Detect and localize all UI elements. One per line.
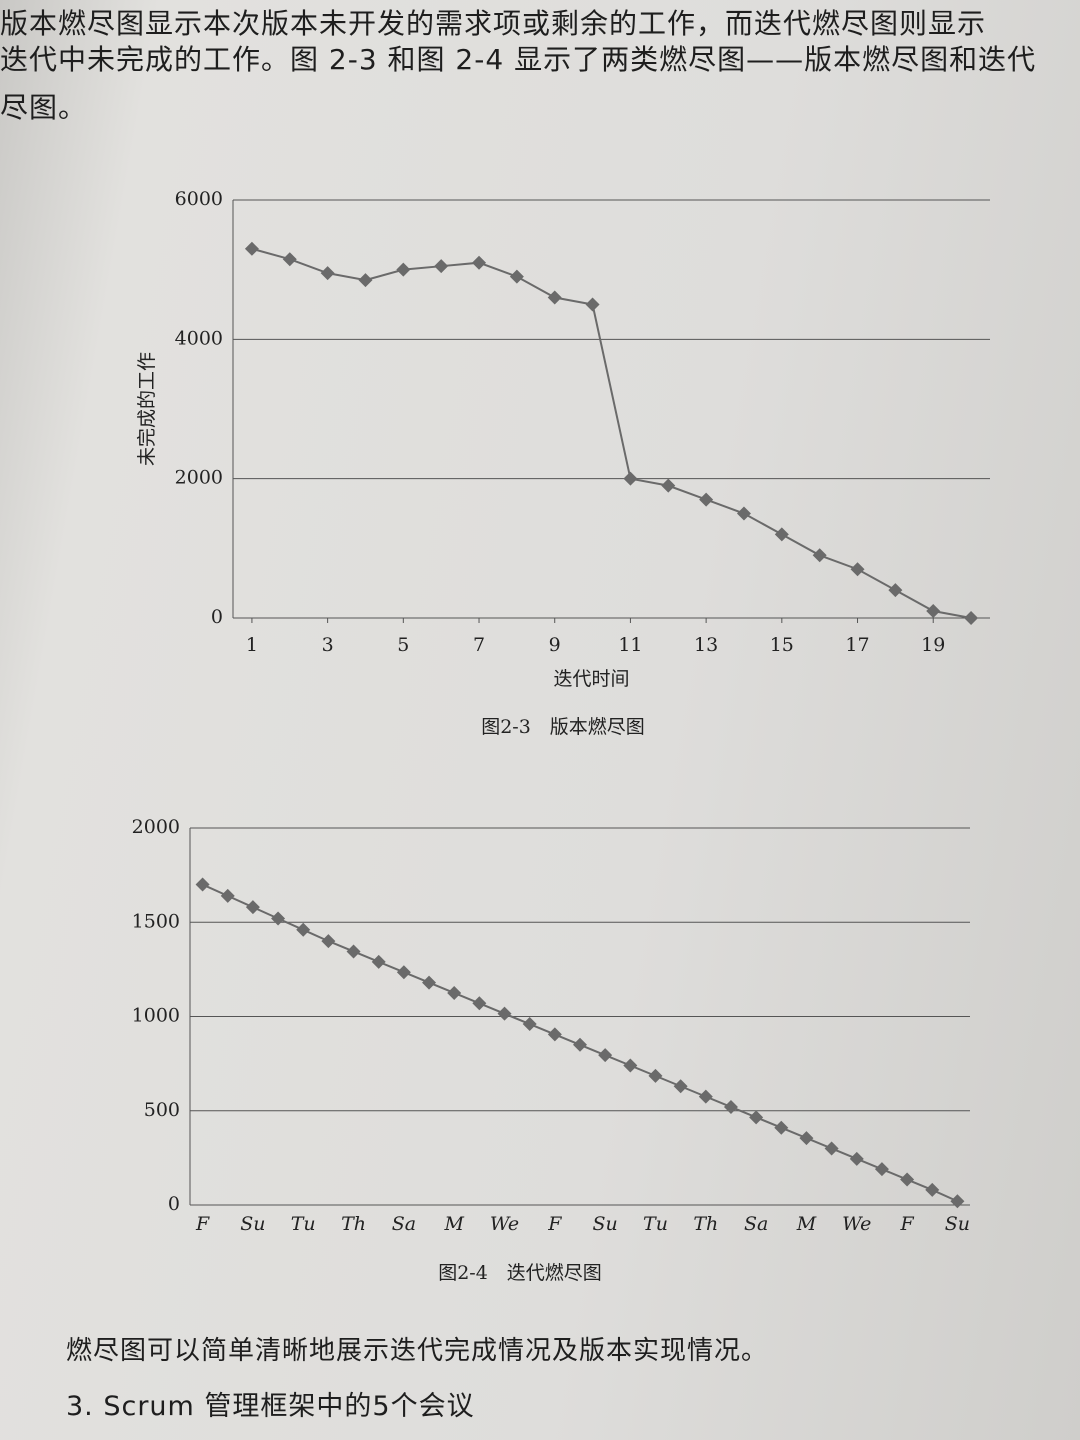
data-point [648,1068,663,1083]
data-point [799,1131,814,1146]
data-line [251,247,972,619]
paragraph-line: 尽图。 [0,91,88,124]
data-point [195,877,210,892]
data-point [447,985,462,1000]
data-point [774,1120,789,1135]
data-point [509,269,524,284]
x-tick-label: F [547,1213,562,1235]
x-axis-label: 迭代时间 [553,668,629,690]
data-point [472,255,487,270]
data-point [358,273,373,288]
x-tick-label: Th [693,1213,718,1235]
y-tick-label: 0 [211,606,223,628]
data-point [824,1141,839,1156]
x-tick-label: M [796,1213,817,1235]
y-tick-label: 1500 [132,910,180,932]
y-tick-label: 6000 [175,188,223,210]
x-tick-label: Tu [291,1213,316,1235]
data-point [736,506,751,521]
x-tick-label: 17 [845,634,869,656]
data-point [282,252,297,267]
x-tick-label: 11 [618,634,642,656]
x-tick-label: F [900,1213,915,1235]
x-tick-label: Sa [392,1213,416,1235]
y-tick-label: 4000 [175,327,223,349]
data-point [585,297,600,312]
data-point [320,266,335,281]
chart-caption: 图2-4 迭代燃尽图 [438,1262,602,1284]
paragraph-line: 迭代中未完成的工作。图 2-3 和图 2-4 显示了两类燃尽图——版本燃尽图和迭… [0,43,1037,76]
data-point [472,996,487,1011]
section-heading: 3. Scrum 管理框架中的5个会议 [66,1391,475,1422]
y-tick-label: 500 [144,1099,180,1121]
x-tick-label: 15 [770,634,794,656]
data-point [396,965,411,980]
data-point [888,583,903,598]
data-point [925,1182,940,1197]
x-tick-label: We [490,1213,519,1235]
paragraph-line: 版本燃尽图显示本次版本未开发的需求项或剩余的工作，而迭代燃尽图则显示 [0,7,987,40]
data-point [699,492,714,507]
data-point [623,1058,638,1073]
x-tick-label: 1 [246,634,258,656]
paragraph-line: 燃尽图可以简单清晰地展示迭代完成情况及版本实现情况。 [66,1336,769,1366]
data-point [598,1048,613,1063]
x-tick-label: 13 [694,634,718,656]
data-point [673,1079,688,1094]
data-point [220,888,235,903]
x-tick-label: Th [341,1213,366,1235]
data-point [950,1194,965,1209]
data-point [346,944,361,959]
x-tick-label: 3 [322,634,334,656]
x-tick-label: Su [945,1213,970,1235]
data-point [723,1099,738,1114]
x-tick-label: F [195,1213,210,1235]
data-point [698,1089,713,1104]
y-tick-label: 0 [168,1193,180,1215]
data-point [422,975,437,990]
data-point [926,604,941,619]
data-point [244,241,259,256]
x-tick-label: Tu [643,1213,668,1235]
data-point [296,922,311,937]
data-point [547,290,562,305]
data-point [434,259,449,274]
data-point [271,911,286,926]
chart-caption: 图2-3 版本燃尽图 [481,716,645,738]
y-tick-label: 1000 [132,1005,180,1027]
y-tick-label: 2000 [175,467,223,489]
data-point [850,562,865,577]
data-point [749,1110,764,1125]
data-point [874,1162,889,1177]
x-tick-label: 9 [549,634,561,656]
x-tick-label: 5 [397,634,409,656]
x-tick-label: Su [593,1213,618,1235]
x-tick-label: Sa [744,1213,768,1235]
data-point [321,934,336,949]
data-point [497,1006,512,1021]
data-point [396,262,411,277]
data-point [964,611,979,625]
y-tick-label: 2000 [132,816,180,838]
data-point [774,527,789,542]
data-point [849,1151,864,1166]
data-point [522,1017,537,1032]
x-tick-label: 19 [921,634,945,656]
data-point [661,478,676,493]
x-tick-label: We [842,1213,871,1235]
y-axis-label: 未完成的工作 [136,352,158,466]
x-tick-label: 7 [473,634,485,656]
data-point [900,1172,915,1187]
data-point [547,1027,562,1042]
data-point [245,900,260,915]
x-tick-label: Su [240,1213,265,1235]
data-point [573,1037,587,1052]
data-point [812,548,827,563]
x-tick-label: M [443,1213,464,1235]
data-point [623,471,638,486]
data-point [371,954,386,969]
